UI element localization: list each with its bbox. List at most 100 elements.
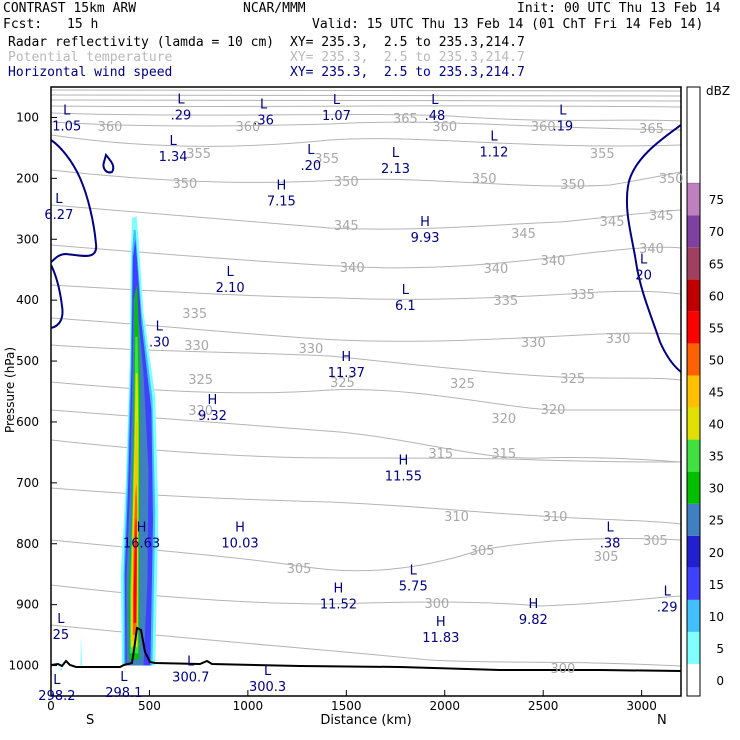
colorbar-level-label: 45: [709, 386, 724, 400]
wind-marker-type: L: [57, 612, 65, 627]
wind-marker-type: H: [528, 597, 538, 612]
theta-label: 330: [606, 332, 631, 347]
theta-label: 360: [432, 120, 457, 135]
wind-marker-value: 7.15: [267, 194, 296, 209]
theta-label: 350: [472, 172, 497, 187]
theta-label: 305: [470, 544, 495, 559]
y-tick-label: 200: [16, 171, 39, 185]
wind-marker-type: H: [436, 615, 446, 630]
reflectivity-colorbar: 0 5 10 15 20 25 30 35 40 45 50 55 60 65 70 75: [686, 86, 724, 697]
wind-marker-value: 6.27: [44, 208, 73, 223]
theta-contour-labels: 360 360 360 360 365 365 355 355 355 350 350 350 350 3…: [98, 112, 684, 677]
theta-label: 345: [334, 219, 359, 234]
terrain-line: [51, 626, 681, 672]
theta-contour-lines: [51, 89, 681, 667]
wind-marker-value: 11.37: [328, 366, 365, 381]
theta-label: 300: [424, 597, 449, 612]
theta-label: 320: [491, 412, 516, 427]
x-tick-label: 2000: [429, 699, 460, 713]
wind-marker-value: 298.2: [38, 689, 75, 704]
model-title: CONTRAST 15km ARW: [3, 1, 137, 16]
theta-label: 360: [531, 120, 556, 135]
colorbar-cell: [687, 247, 700, 280]
colorbar-cell-blank: [686, 86, 701, 184]
colorbar-level-label: 35: [709, 450, 724, 464]
wind-marker-value: 11.55: [385, 470, 422, 485]
colorbar-level-label: 10: [709, 610, 724, 624]
wind-marker-value: 2.13: [381, 162, 410, 177]
wind-marker-value: 1.05: [52, 119, 81, 134]
colorbar-cell: [687, 279, 700, 312]
theta-label: 360: [235, 120, 260, 135]
x-tick-label: 2500: [528, 699, 559, 713]
field-name-reflectivity: Radar reflectivity (lamda = 10 cm): [8, 35, 275, 50]
x-tick-label: 1500: [331, 699, 362, 713]
theta-label: 350: [560, 178, 585, 193]
theta-label: 345: [649, 209, 674, 224]
colorbar-level-label: 50: [709, 353, 724, 367]
wind-marker-type: L: [664, 585, 672, 600]
x-tick-label: 0: [47, 699, 55, 713]
theta-label: 365: [393, 112, 418, 127]
wind-marker-value: 9.93: [411, 231, 440, 246]
wind-marker-value: 9.82: [519, 613, 548, 628]
theta-label: 320: [541, 403, 566, 418]
wind-marker-value: 5.75: [399, 579, 428, 594]
theta-label: 335: [182, 307, 207, 322]
theta-label: 350: [334, 175, 359, 190]
valid-time: Valid: 15 UTC Thu 13 Feb 14 (01 ChT Fri …: [312, 17, 704, 32]
wind-marker-value: 11.52: [320, 598, 357, 613]
theta-label: 330: [298, 342, 323, 357]
y-tick-label: 400: [16, 293, 39, 307]
x-tick-label: 3000: [626, 699, 657, 713]
wind-marker-value: 16.63: [123, 537, 160, 552]
y-tick-label: 500: [16, 354, 39, 368]
x-axis-south-label: S: [86, 713, 94, 728]
wind-marker-value: .38: [600, 537, 621, 552]
y-axis: 100 200 300 400 500 600 700 800 900 1000: [8, 110, 57, 673]
theta-label: 300: [550, 662, 575, 677]
theta-label: 345: [511, 227, 536, 242]
x-axis-north-label: N: [657, 713, 667, 728]
colorbar-level-label: 40: [709, 418, 724, 432]
reflectivity-core: [120, 216, 159, 666]
colorbar-level-label: 15: [709, 578, 724, 592]
x-tick-label: 500: [138, 699, 161, 713]
wind-marker-type: L: [260, 97, 268, 112]
colorbar-cell: [687, 663, 700, 696]
colorbar-cell: [687, 311, 700, 344]
init-time: Init: 00 UTC Thu 13 Feb 14: [517, 1, 721, 16]
colorbar-frame: [686, 86, 701, 697]
theta-label: 335: [493, 294, 518, 309]
wind-marker-type: L: [640, 253, 648, 268]
wind-marker-type: L: [490, 130, 498, 145]
wind-marker-value: 6.1: [395, 299, 416, 314]
colorbar-cell: [687, 343, 700, 376]
theta-label: 325: [330, 376, 355, 391]
wind-marker-type: L: [402, 283, 410, 298]
field-xy-reflectivity: XY= 235.3, 2.5 to 235.3,214.7: [290, 35, 525, 50]
wind-marker-value: .48: [425, 109, 446, 124]
colorbar-level-label: 65: [709, 257, 724, 271]
colorbar-cell: [687, 215, 700, 248]
wind-marker-value: 25: [53, 628, 70, 643]
wind-marker-type: L: [559, 103, 567, 118]
theta-label: 360: [98, 120, 123, 135]
theta-label: 320: [188, 404, 213, 419]
theta-label: 350: [659, 172, 684, 187]
theta-label: 325: [188, 373, 213, 388]
y-tick-label: 300: [16, 232, 39, 246]
theta-label: 310: [444, 510, 469, 525]
colorbar-level-label: 5: [716, 642, 724, 656]
wind-marker-type: L: [607, 521, 615, 536]
wind-marker-type: L: [120, 670, 128, 685]
wind-marker-type: L: [392, 146, 400, 161]
wind-marker-type: H: [137, 521, 147, 536]
y-tick-label: 1000: [8, 659, 39, 673]
wind-marker-type: H: [420, 215, 430, 230]
field-name-wind: Horizontal wind speed: [8, 65, 173, 80]
wind-marker-value: .19: [553, 119, 574, 134]
theta-label: 355: [590, 147, 615, 162]
wind-marker-value: 10.03: [221, 537, 258, 552]
colorbar-level-label: 75: [709, 193, 724, 207]
